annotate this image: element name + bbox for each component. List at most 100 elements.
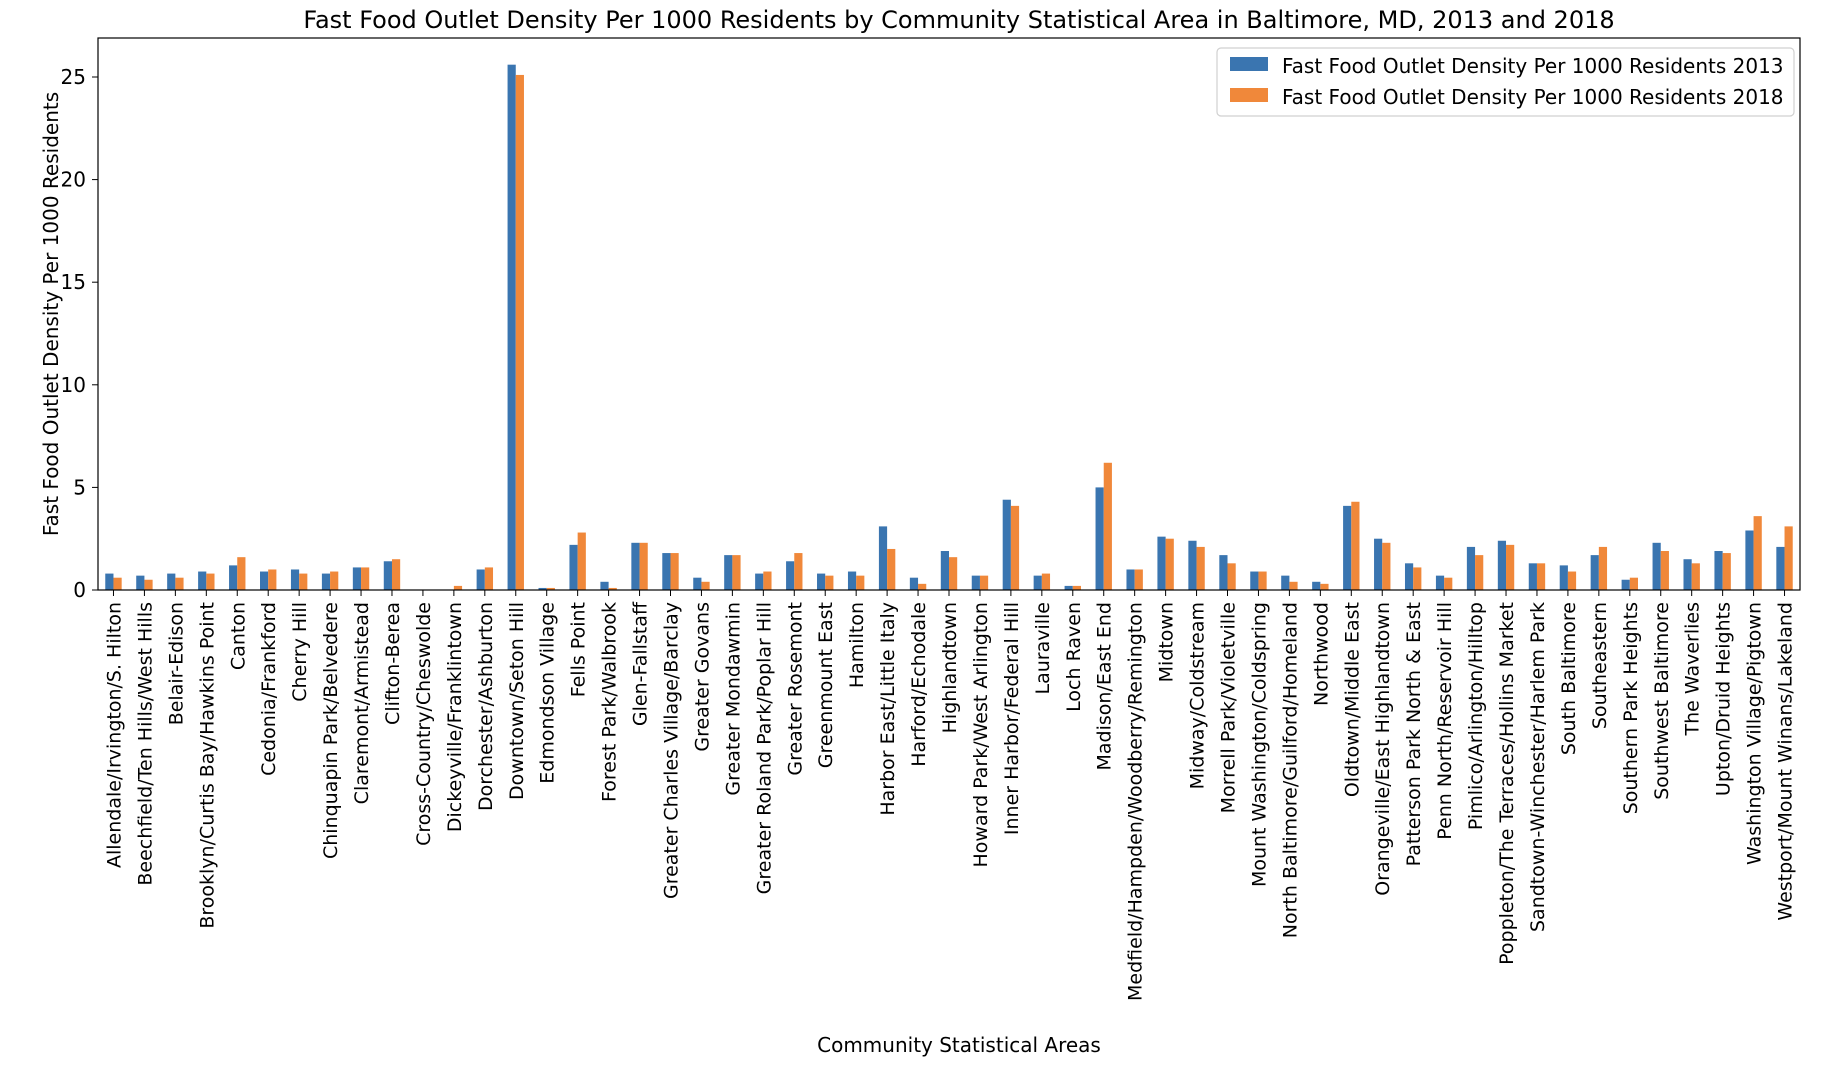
bar-2013-1 xyxy=(136,575,145,590)
bar-2018-38 xyxy=(1289,581,1298,590)
bar-2018-46 xyxy=(1536,563,1546,590)
bar-2018-27 xyxy=(949,557,958,590)
bar-2018-13 xyxy=(515,74,524,590)
x-tick-label: Harford/Echodale xyxy=(908,602,930,767)
bar-2013-13 xyxy=(507,64,516,591)
x-tick-label: Orangeville/East Highlandtown xyxy=(1372,602,1394,896)
bar-2013-38 xyxy=(1281,575,1290,590)
x-tick-label: Southern Park Heights xyxy=(1620,602,1642,814)
bar-2018-41 xyxy=(1382,542,1391,590)
bar-2013-40 xyxy=(1343,505,1352,590)
bar-2013-4 xyxy=(229,565,238,590)
x-tick-label: Inner Harbor/Federal Hill xyxy=(1001,602,1023,835)
bar-2013-50 xyxy=(1652,542,1661,590)
bar-2013-36 xyxy=(1219,555,1228,590)
bar-2013-3 xyxy=(198,571,207,590)
bar-2013-6 xyxy=(290,569,300,590)
bar-2013-20 xyxy=(724,555,733,590)
bar-2013-25 xyxy=(878,526,888,590)
x-tick-label: Clifton-Berea xyxy=(382,602,404,725)
bar-2018-15 xyxy=(577,532,586,590)
x-tick-label: Edmondson Village xyxy=(537,602,559,784)
bar-2018-52 xyxy=(1722,553,1731,590)
bar-2013-19 xyxy=(693,577,702,590)
bar-2018-20 xyxy=(732,555,741,590)
bar-2018-21 xyxy=(763,571,772,590)
x-tick-label: Beechfield/Ten Hills/West Hills xyxy=(134,602,156,886)
x-tick-label: Glen-Fallstaff xyxy=(630,601,652,726)
bar-2013-12 xyxy=(476,569,485,590)
y-tick-label: 25 xyxy=(61,65,86,89)
bar-2013-23 xyxy=(817,573,826,590)
x-tick-label: Greater Charles Village/Barclay xyxy=(660,602,682,899)
bar-2013-32 xyxy=(1095,487,1104,590)
bar-2013-34 xyxy=(1157,536,1166,590)
x-tick-label: North Baltimore/Guilford/Homeland xyxy=(1279,602,1301,938)
bar-2018-2 xyxy=(175,577,184,590)
bar-2018-32 xyxy=(1103,462,1112,590)
legend: Fast Food Outlet Density Per 1000 Reside… xyxy=(1216,47,1795,117)
bar-2018-37 xyxy=(1258,571,1267,590)
x-tick-label: Oldtown/Middle East xyxy=(1341,602,1363,797)
x-tick-label: Forest Park/Walbrook xyxy=(599,602,621,802)
bar-2018-25 xyxy=(887,548,896,590)
bar-2018-8 xyxy=(361,567,370,590)
x-tick-label: Greenmount East xyxy=(815,602,837,768)
x-tick-label: Highlandtown xyxy=(939,602,961,733)
bar-2018-47 xyxy=(1567,571,1577,590)
bar-2013-14 xyxy=(538,587,547,590)
x-tick-label: Mount Washington/Coldspring xyxy=(1248,602,1270,887)
bar-2018-36 xyxy=(1227,563,1236,590)
x-tick-label: Penn North/Reservoir Hill xyxy=(1434,602,1456,840)
bar-2018-23 xyxy=(825,575,834,590)
bar-2018-53 xyxy=(1753,516,1762,590)
bar-2013-54 xyxy=(1776,546,1785,590)
x-tick-label: Greater Govans xyxy=(691,602,713,752)
bar-2018-28 xyxy=(979,575,989,590)
bar-2018-17 xyxy=(639,542,648,590)
bar-2013-22 xyxy=(786,561,795,590)
bar-2013-28 xyxy=(971,575,980,590)
bar-2018-7 xyxy=(330,571,339,590)
x-tick-label: Cross-Country/Cheswolde xyxy=(413,602,435,846)
x-tick-label: Cedonia/Frankford xyxy=(258,602,280,776)
x-tick-label: Canton xyxy=(227,602,249,670)
bar-2018-54 xyxy=(1784,526,1793,590)
x-tick-label: Southwest Baltimore xyxy=(1651,602,1673,800)
bar-2013-15 xyxy=(569,544,578,590)
bar-2013-24 xyxy=(847,571,857,590)
bar-2013-2 xyxy=(167,573,176,590)
bar-2018-26 xyxy=(918,583,927,590)
bar-2013-39 xyxy=(1312,581,1321,590)
bar-2018-0 xyxy=(113,577,122,590)
x-tick-label: The Waverlies xyxy=(1682,602,1704,736)
bar-2013-16 xyxy=(600,581,609,590)
bar-2018-35 xyxy=(1196,546,1205,590)
bar-2013-0 xyxy=(105,573,114,590)
x-tick-label: Greater Rosemont xyxy=(784,602,806,776)
plot-area-frame xyxy=(97,37,1801,591)
x-tick-label: Claremont/Armistead xyxy=(351,602,373,804)
chart-title: Fast Food Outlet Density Per 1000 Reside… xyxy=(303,6,1614,34)
x-tick-label: Hamilton xyxy=(846,602,868,688)
y-tick-label: 10 xyxy=(61,373,86,397)
bar-2013-49 xyxy=(1621,579,1630,590)
bar-2013-45 xyxy=(1497,540,1507,590)
bar-2018-48 xyxy=(1598,546,1608,590)
y-axis-ticks: 0 5 10 15 20 25 xyxy=(61,65,98,602)
legend-label-2018: Fast Food Outlet Density Per 1000 Reside… xyxy=(1282,85,1784,109)
bar-2018-4 xyxy=(237,557,246,590)
legend-frame xyxy=(1216,47,1795,117)
bar-2018-14 xyxy=(546,587,555,590)
x-tick-label: Lauraville xyxy=(1032,602,1054,695)
bar-2013-8 xyxy=(352,567,362,590)
bar-2013-5 xyxy=(260,571,269,590)
bar-2013-37 xyxy=(1250,571,1259,590)
bar-2018-1 xyxy=(144,579,153,590)
y-axis-label: Fast Food Outlet Density Per 1000 Reside… xyxy=(39,92,63,536)
x-axis-label: Community Statistical Areas xyxy=(817,1033,1101,1057)
x-tick-label: Cherry Hill xyxy=(289,602,311,702)
bar-2013-51 xyxy=(1683,559,1692,590)
bar-2013-35 xyxy=(1188,540,1197,590)
